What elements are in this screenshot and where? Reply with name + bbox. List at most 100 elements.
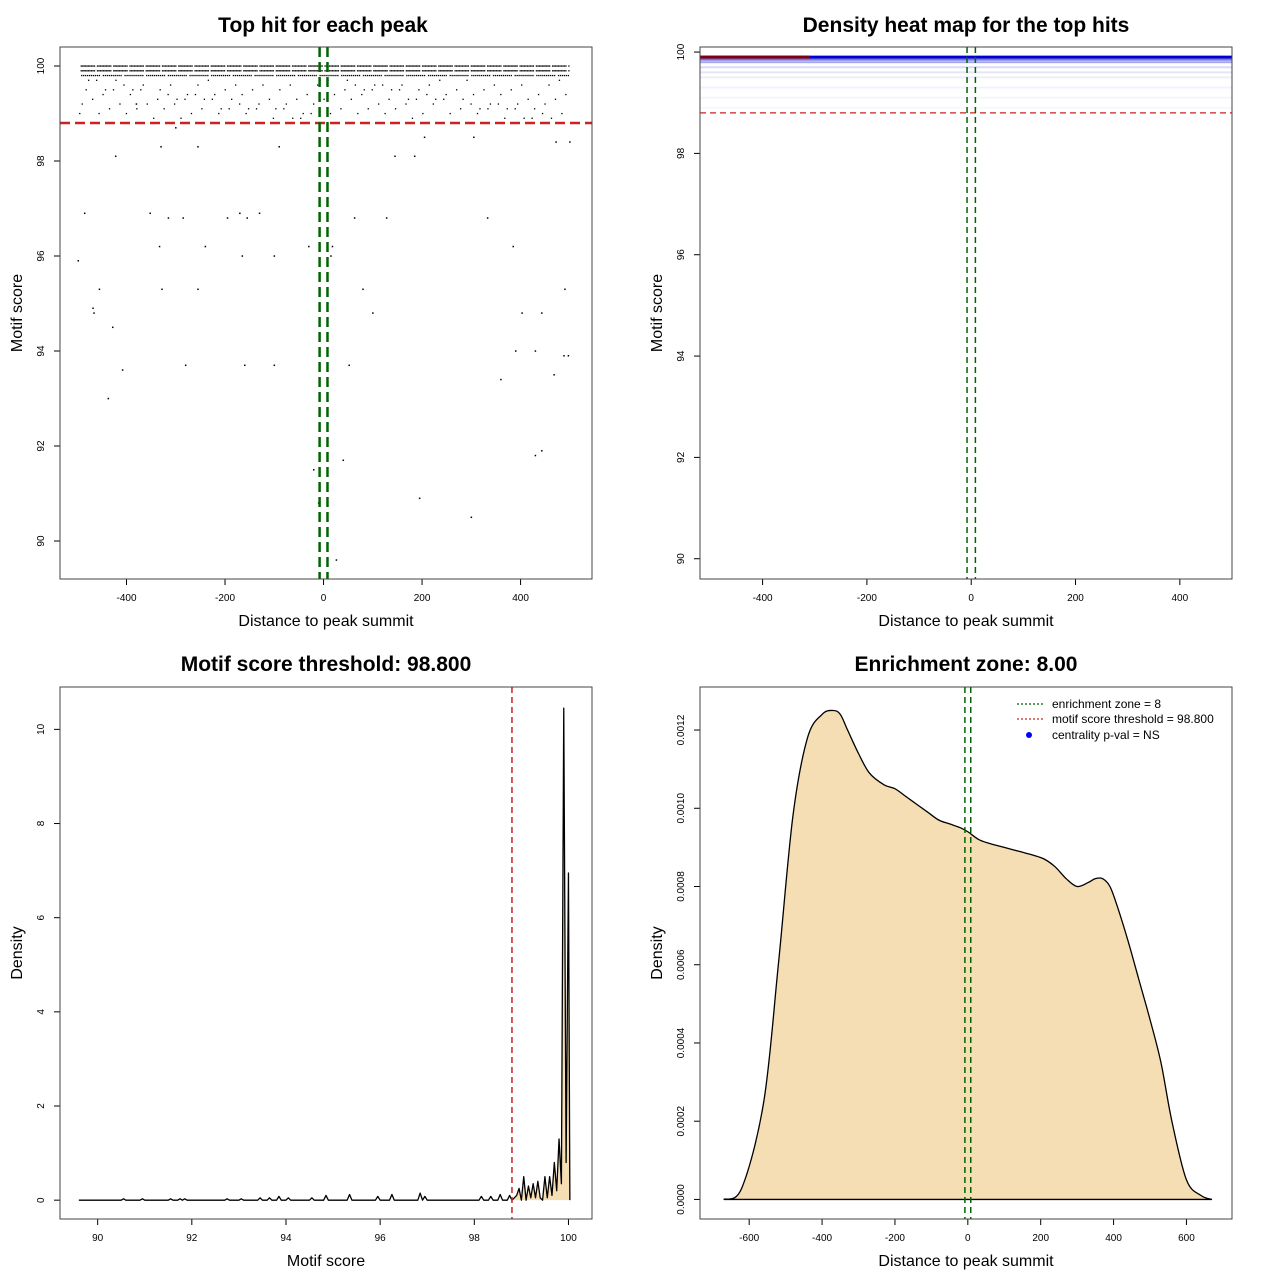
data-point	[346, 70, 348, 72]
data-point	[270, 74, 272, 77]
data-point	[179, 74, 181, 77]
data-point	[342, 459, 345, 462]
data-point	[302, 65, 304, 67]
data-point	[167, 70, 170, 72]
data-point	[125, 112, 128, 115]
data-point	[443, 98, 445, 100]
data-point	[210, 70, 212, 72]
data-point	[130, 70, 133, 72]
data-point	[146, 103, 148, 105]
data-point	[136, 70, 139, 72]
data-point	[299, 74, 302, 77]
data-point	[373, 65, 375, 67]
data-point	[447, 70, 449, 72]
y-tick-label: 90	[36, 535, 47, 547]
data-point	[228, 108, 230, 110]
data-point	[281, 70, 283, 72]
data-point	[201, 108, 203, 110]
data-point	[140, 89, 142, 91]
data-point	[540, 65, 542, 67]
data-point	[213, 70, 215, 72]
data-point	[463, 70, 465, 72]
data-point	[171, 74, 174, 77]
data-point	[181, 74, 183, 77]
data-point	[419, 74, 422, 77]
data-point	[293, 65, 295, 67]
data-point	[176, 98, 178, 100]
data-point	[136, 108, 138, 110]
data-point	[300, 117, 302, 119]
data-point	[146, 74, 148, 77]
data-point	[172, 65, 174, 67]
data-point	[448, 70, 450, 72]
plot-frame	[699, 686, 1233, 1220]
data-point	[374, 70, 376, 72]
y-tick-label: 0.0008	[676, 871, 687, 902]
data-point	[169, 65, 171, 67]
data-point	[445, 93, 447, 96]
data-point	[377, 70, 379, 72]
data-point	[141, 65, 143, 67]
data-point	[158, 65, 161, 67]
data-point	[418, 89, 420, 91]
data-point	[179, 65, 181, 67]
data-point	[169, 84, 172, 86]
data-point	[513, 70, 515, 72]
data-point	[188, 65, 190, 67]
data-point	[235, 65, 238, 67]
data-point	[80, 70, 82, 72]
data-point	[133, 65, 136, 67]
data-point	[312, 70, 314, 72]
data-point	[214, 93, 216, 96]
data-point	[367, 70, 369, 72]
data-point	[145, 70, 147, 72]
heatmap-peak	[700, 55, 810, 59]
data-point	[207, 74, 209, 77]
x-tick-label: 100	[560, 1233, 577, 1244]
x-axis-label: Distance to peak summit	[878, 613, 1054, 630]
data-point	[287, 65, 289, 67]
data-point	[445, 74, 447, 77]
data-point	[126, 74, 128, 77]
data-point	[213, 65, 215, 67]
data-point	[386, 65, 388, 67]
data-point	[519, 65, 521, 67]
data-point	[504, 74, 507, 77]
data-point	[466, 79, 468, 81]
data-point	[218, 70, 220, 72]
data-point	[481, 65, 483, 67]
data-point	[155, 65, 158, 67]
data-point	[479, 108, 481, 110]
data-point	[359, 70, 362, 72]
data-point	[240, 65, 242, 67]
data-point	[80, 65, 82, 67]
data-point	[330, 255, 332, 257]
data-point	[396, 74, 398, 77]
data-point	[516, 74, 518, 77]
axes: -600 -400 -200 0 200 400 600 0.0000 0.0002 0.0004…	[676, 714, 1195, 1244]
data-point	[527, 98, 529, 100]
x-tick-label: -400	[812, 1233, 832, 1244]
data-point	[98, 70, 100, 72]
x-tick-label: 200	[414, 593, 431, 604]
data-point	[331, 245, 334, 248]
data-point	[433, 74, 436, 77]
data-point	[189, 65, 192, 67]
data-point	[243, 65, 245, 67]
data-point	[439, 79, 441, 81]
data-point	[311, 74, 313, 77]
data-point	[138, 70, 140, 72]
data-point	[157, 70, 159, 72]
data-point	[565, 70, 567, 72]
data-point	[268, 65, 270, 67]
data-point	[107, 397, 110, 400]
data-point	[515, 65, 517, 67]
data-point	[77, 260, 80, 262]
data-point	[285, 65, 288, 67]
data-point	[432, 70, 434, 72]
data-point	[85, 65, 87, 67]
data-point	[293, 70, 295, 72]
data-point	[465, 74, 467, 77]
data-point	[173, 65, 175, 67]
data-point	[250, 65, 252, 67]
